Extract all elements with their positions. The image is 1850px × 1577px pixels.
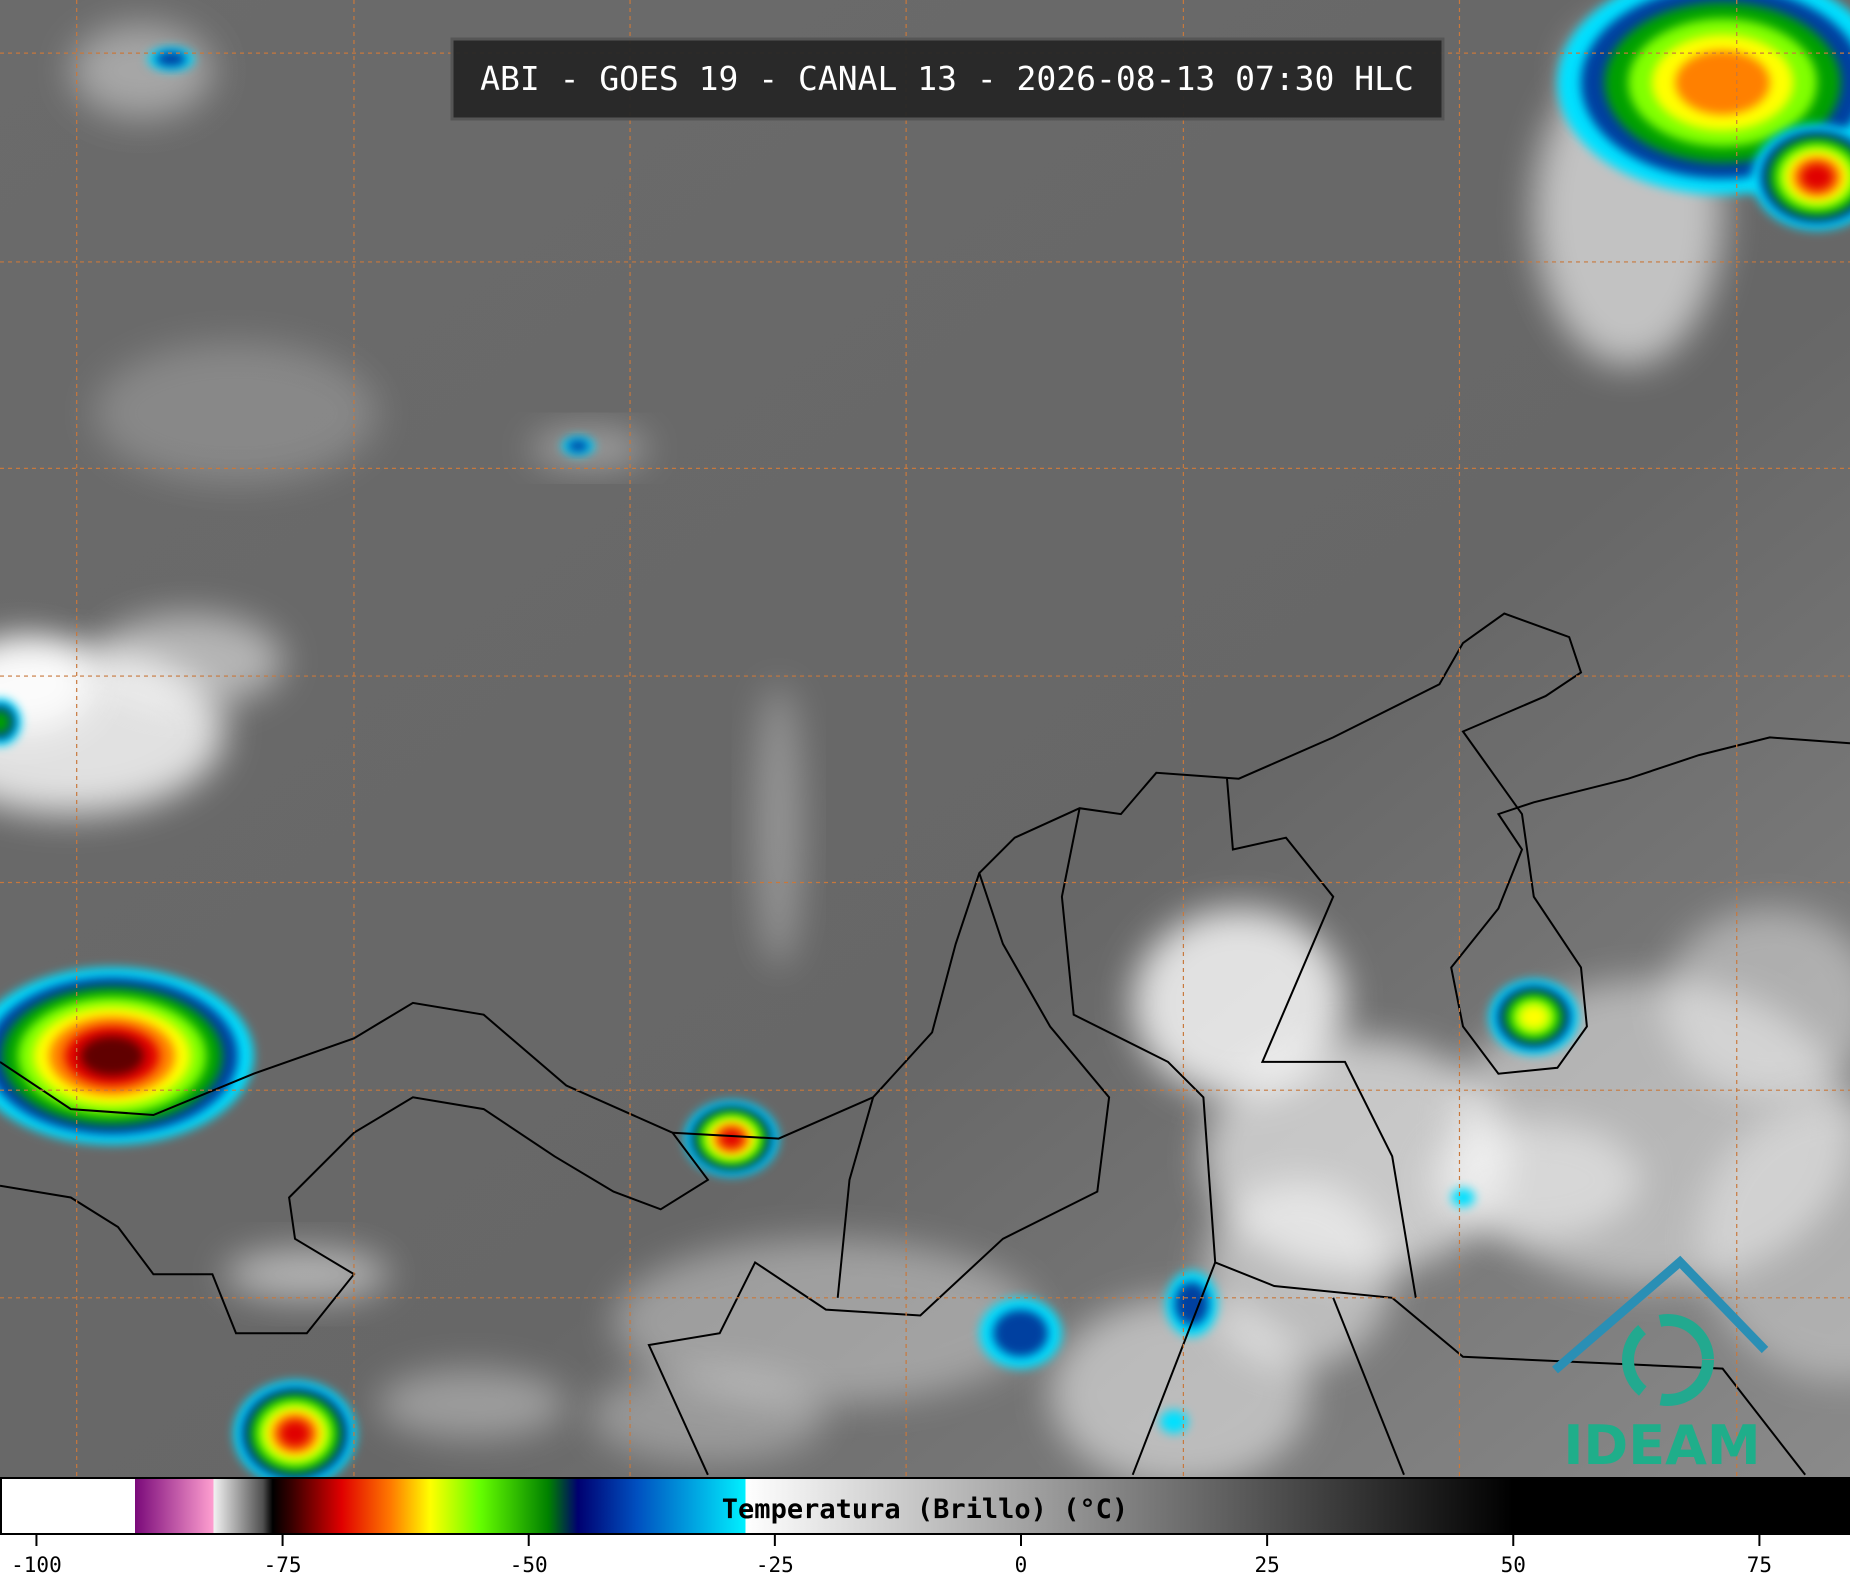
lat-lon-grid [0,0,1850,1477]
cloud [377,1368,567,1440]
coastline [647,872,1111,1476]
logo-roof [1552,1255,1769,1374]
coastline [1226,778,1417,1298]
coastline [1332,1297,1405,1476]
coastline [672,612,1850,1140]
coastline [0,1001,710,1335]
cloud [0,637,95,732]
storm-cell [1675,50,1770,115]
cloud [94,342,378,484]
tick-label: 25 [1254,1553,1279,1577]
colorbar-ticks: -100 -75 -50 -25 0 25 50 75 [11,1534,1772,1577]
tick-label: -25 [756,1553,794,1577]
storm-cell [993,1309,1049,1357]
colorbar [0,1477,1850,1535]
storm-cell [567,439,590,453]
logo-swirl [1622,1314,1714,1406]
tick-label: -75 [264,1553,302,1577]
tick-label: -50 [510,1553,548,1577]
logo-text: IDEAM [1563,1414,1760,1477]
storm-cell [1800,163,1834,191]
logo: IDEAM [1552,1255,1769,1477]
cloud [94,613,284,708]
tick-label: -100 [11,1553,62,1577]
storm-cell [1174,1281,1209,1326]
cloud [755,684,803,968]
cloud [613,1238,1039,1405]
storm-cell [1518,1004,1549,1030]
tick-label: 0 [1015,1553,1028,1577]
cloud [1203,1179,1393,1369]
storm-cell [279,1420,311,1447]
cloud [224,1248,390,1301]
cloud [70,23,213,118]
storm-cell [0,710,11,734]
tick-label: 75 [1747,1553,1772,1577]
cloud [589,1368,826,1464]
cloud [1427,1120,1640,1239]
storm-cell [719,1129,744,1148]
storm-cell [1159,1409,1189,1434]
storm-layer [0,0,1850,1487]
title: ABI - GOES 19 - CANAL 13 - 2026-08-13 07… [480,59,1414,98]
title-box [450,37,1445,121]
coastline [836,1097,875,1298]
storm-cell [155,51,187,67]
storm-cell [1451,1188,1475,1207]
tick-label: 50 [1501,1553,1526,1577]
storm-cell [80,1036,144,1076]
colorbar-label: Temperatura (Brillo) (°C) [722,1494,1128,1525]
cloud [1663,908,1850,1098]
